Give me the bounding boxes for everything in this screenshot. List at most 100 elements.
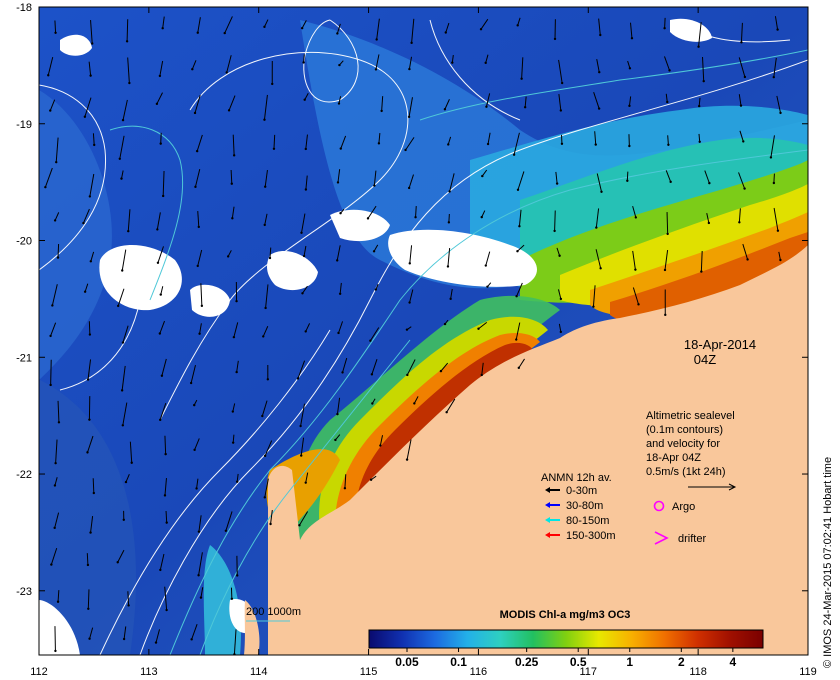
velocity-arrow (165, 511, 168, 523)
velocity-arrow (632, 250, 636, 270)
axis-ticks: 112 113 114 115 116 117 118 119 -18 -19 -20 -21 -22 -… (16, 2, 817, 678)
lat-tick-label: -19 (16, 119, 32, 131)
velocity-arrow (194, 169, 201, 187)
velocity-arrow (117, 549, 125, 563)
velocity-arrow (197, 17, 201, 33)
colorbar-tick-label: 0.05 (395, 655, 419, 669)
velocity-arrow (738, 94, 742, 106)
anmn-legend-label: 150-300m (566, 530, 616, 542)
velocity-arrow (157, 246, 164, 263)
velocity-arrow (263, 94, 268, 120)
velocity-arrow (226, 55, 232, 73)
velocity-arrow (225, 511, 233, 531)
velocity-arrow (269, 247, 272, 259)
velocity-arrow (517, 17, 521, 26)
velocity-arrow (55, 137, 59, 163)
anmn-legend-label: 30-80m (566, 500, 603, 512)
velocity-arrow (86, 553, 89, 565)
velocity-arrow (190, 364, 196, 384)
velocity-arrow (270, 509, 273, 525)
colorbar-title: MODIS Chl-a mg/m3 OC3 (500, 609, 631, 621)
isobath-label: 200 1000m (246, 606, 301, 618)
colorbar-tick-label: 1 (626, 655, 633, 669)
velocity-arrow (558, 59, 563, 84)
velocity-arrow (161, 358, 167, 376)
velocity-arrow (592, 285, 596, 307)
velocity-arrow (155, 629, 160, 643)
altimetry-line-4: 18-Apr 04Z (646, 452, 701, 464)
velocity-arrow (517, 171, 525, 190)
velocity-arrow (413, 396, 419, 404)
velocity-arrow (336, 23, 341, 34)
velocity-arrow (126, 19, 129, 42)
velocity-arrow (738, 172, 746, 189)
velocity-arrow (378, 133, 381, 144)
velocity-arrow (232, 403, 236, 412)
velocity-arrow (665, 170, 672, 183)
velocity-arrow (88, 321, 91, 335)
velocity-arrow (702, 56, 705, 82)
velocity-arrow (518, 358, 525, 369)
lon-tick-label: 115 (360, 666, 378, 678)
velocity-arrow (518, 209, 522, 227)
velocity-arrow (191, 623, 198, 640)
lon-tick-label: 117 (580, 666, 598, 678)
velocity-arrow (305, 134, 308, 150)
altimetry-line-1: Altimetric sealevel (646, 410, 735, 422)
velocity-arrow (49, 99, 56, 111)
anmn-legend-item: 30-80m (545, 500, 603, 512)
map-time: 04Z (694, 352, 716, 367)
velocity-arrow (121, 365, 126, 391)
colorbar-tick-label: 0.1 (450, 655, 467, 669)
velocity-arrow (411, 18, 415, 43)
velocity-arrow (485, 251, 491, 266)
lat-tick-label: -20 (16, 236, 32, 248)
velocity-arrow (303, 54, 305, 63)
lon-tick-label: 118 (689, 666, 707, 678)
velocity-arrow (665, 93, 668, 103)
velocity-arrow (700, 250, 703, 272)
velocity-arrow (87, 359, 92, 380)
velocity-arrow (84, 283, 89, 292)
velocity-arrow (197, 211, 200, 227)
velocity-arrow (160, 286, 164, 295)
velocity-arrow (667, 135, 669, 145)
velocity-arrow (381, 96, 384, 111)
lat-tick-label: -18 (16, 2, 32, 14)
velocity-arrow (300, 437, 305, 456)
velocity-arrow (127, 591, 130, 606)
velocity-arrow (480, 18, 489, 30)
velocity-arrow (627, 60, 631, 69)
velocity-arrow (89, 173, 95, 197)
velocity-arrow (408, 97, 413, 117)
velocity-arrow (47, 57, 54, 76)
velocity-arrow (449, 173, 455, 192)
velocity-arrow (232, 434, 235, 443)
velocity-arrow (698, 22, 702, 47)
drifter-icon (654, 531, 669, 545)
velocity-arrow (632, 205, 637, 218)
velocity-arrow (664, 249, 669, 271)
velocity-arrow (630, 22, 633, 39)
velocity-arrow (156, 212, 161, 230)
velocity-arrow (87, 589, 90, 609)
velocity-arrow (740, 22, 743, 43)
velocity-arrow (302, 285, 308, 294)
velocity-arrow (776, 95, 782, 114)
velocity-arrow (451, 55, 454, 63)
colorbar-tick-label: 2 (678, 655, 685, 669)
velocity-arrow (698, 97, 701, 107)
velocity-arrow (595, 249, 602, 269)
velocity-arrow (481, 362, 484, 376)
velocity-arrow (262, 326, 269, 337)
colorbar-tick-label: 0.5 (570, 655, 587, 669)
isobath-lines (109, 49, 808, 655)
velocity-arrow (444, 99, 450, 110)
velocity-arrow (342, 357, 348, 373)
velocity-arrow (447, 136, 452, 145)
velocity-arrow (301, 20, 307, 29)
lat-tick-label: -23 (16, 586, 32, 598)
velocity-arrow (159, 320, 165, 334)
velocity-arrow (231, 206, 235, 219)
velocity-arrow (632, 287, 639, 305)
